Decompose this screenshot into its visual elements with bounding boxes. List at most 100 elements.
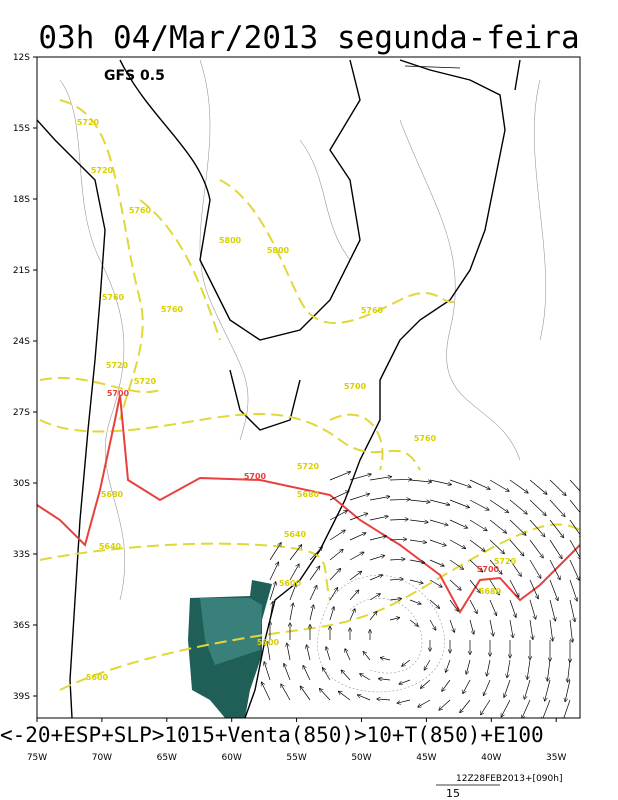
wind-vector [329,530,345,541]
wind-vector [489,519,506,533]
wind-vector [421,679,431,688]
contour-label: 5760 [129,206,152,215]
contour-label: 5700 [244,472,267,481]
wind-vector [303,666,311,681]
wind-vector [489,559,502,574]
contour-label: 5700 [107,389,130,398]
contour-label: 5680 [297,490,320,499]
wind-vector [289,545,302,561]
wind-vector [429,599,439,608]
contour-label: 5800 [219,236,242,245]
wind-vector [442,679,451,691]
contour-label: 5720 [297,462,320,471]
shaded-region [200,598,262,665]
wind-vector [509,559,521,576]
wind-vector [281,684,291,701]
wind-vector [487,659,491,676]
wind-vector [460,699,471,712]
wind-vector [349,590,359,601]
lat-label: 12S [13,53,30,63]
wind-vector [429,619,436,630]
5700-contour [37,394,580,614]
wind-vector [389,618,399,620]
wind-vector [449,499,469,508]
contour-label: 5700 [344,382,367,391]
wind-vector [349,571,361,581]
wind-vector [264,662,271,681]
wind-vector [289,603,293,621]
wind-vector [547,659,551,681]
lat-label: 39S [13,692,30,702]
wind-vector [409,619,418,626]
wind-vector [529,499,546,515]
wind-vector [463,679,471,693]
wind-vector [326,647,331,661]
wind-vector [389,559,405,560]
wind-vector [568,659,571,682]
contour-label: 5640 [99,542,122,551]
wind-vector [569,579,577,601]
wind-vector [569,479,580,492]
wind-vector [469,519,487,530]
wind-vector [269,602,273,621]
wind-vector [329,588,338,601]
lat-label: 24S [13,337,30,347]
vector-scale-label: 15 [446,787,460,800]
wind-vector [429,519,448,525]
wind-vector [424,659,431,670]
wind-vector [529,559,541,578]
wind-vector [349,552,364,561]
lat-label: 21S [13,266,30,276]
wind-vector [469,559,483,572]
wind-vector [329,472,350,481]
lat-label: 27S [13,408,30,418]
wind-vector [529,619,533,639]
wind-vector [429,559,444,566]
wind-vector [329,569,340,581]
wind-vector [402,659,411,666]
wind-vector [349,533,366,541]
wind-vector [449,479,471,487]
wind-vector [262,682,271,701]
wind-vector [509,619,513,637]
wind-vector [549,479,566,495]
wind-vector [469,539,485,551]
lat-label: 18S [13,195,30,205]
wind-vector [529,579,538,599]
wind-vectors [262,472,580,718]
wind-vector [569,499,580,517]
wind-vector [377,699,391,700]
coastlines [37,59,521,718]
wind-vector [484,679,491,695]
contour-label: 5680 [479,587,502,596]
contour-label: 5720 [77,118,100,127]
wind-vector [527,659,531,679]
wind-vector [429,499,449,505]
contour-label: 5720 [106,361,129,370]
wind-vector [349,494,369,501]
wind-vector [329,607,334,621]
contour-label: 5600 [257,638,280,647]
wind-vector [409,539,426,542]
wind-vector [549,619,553,641]
wind-vector [509,539,524,556]
wind-vector [529,479,547,494]
wind-vector [269,582,276,601]
wind-vector [489,599,496,615]
lat-label: 36S [13,621,30,631]
wind-vector [363,652,371,661]
pressure-contours [59,59,547,693]
wind-vector [489,499,508,512]
wind-vector [466,659,471,674]
wind-vector [524,679,531,699]
wind-vector [565,679,571,701]
title: 03h 04/Mar/2013 segunda-feira [38,20,579,56]
wind-vector [469,619,474,634]
wind-vector [399,679,411,684]
contour-label: 5760 [414,434,437,443]
wind-vector [449,619,454,632]
wind-vector [269,562,278,581]
lon-label: 35W [546,753,566,763]
wind-vector [267,642,271,661]
